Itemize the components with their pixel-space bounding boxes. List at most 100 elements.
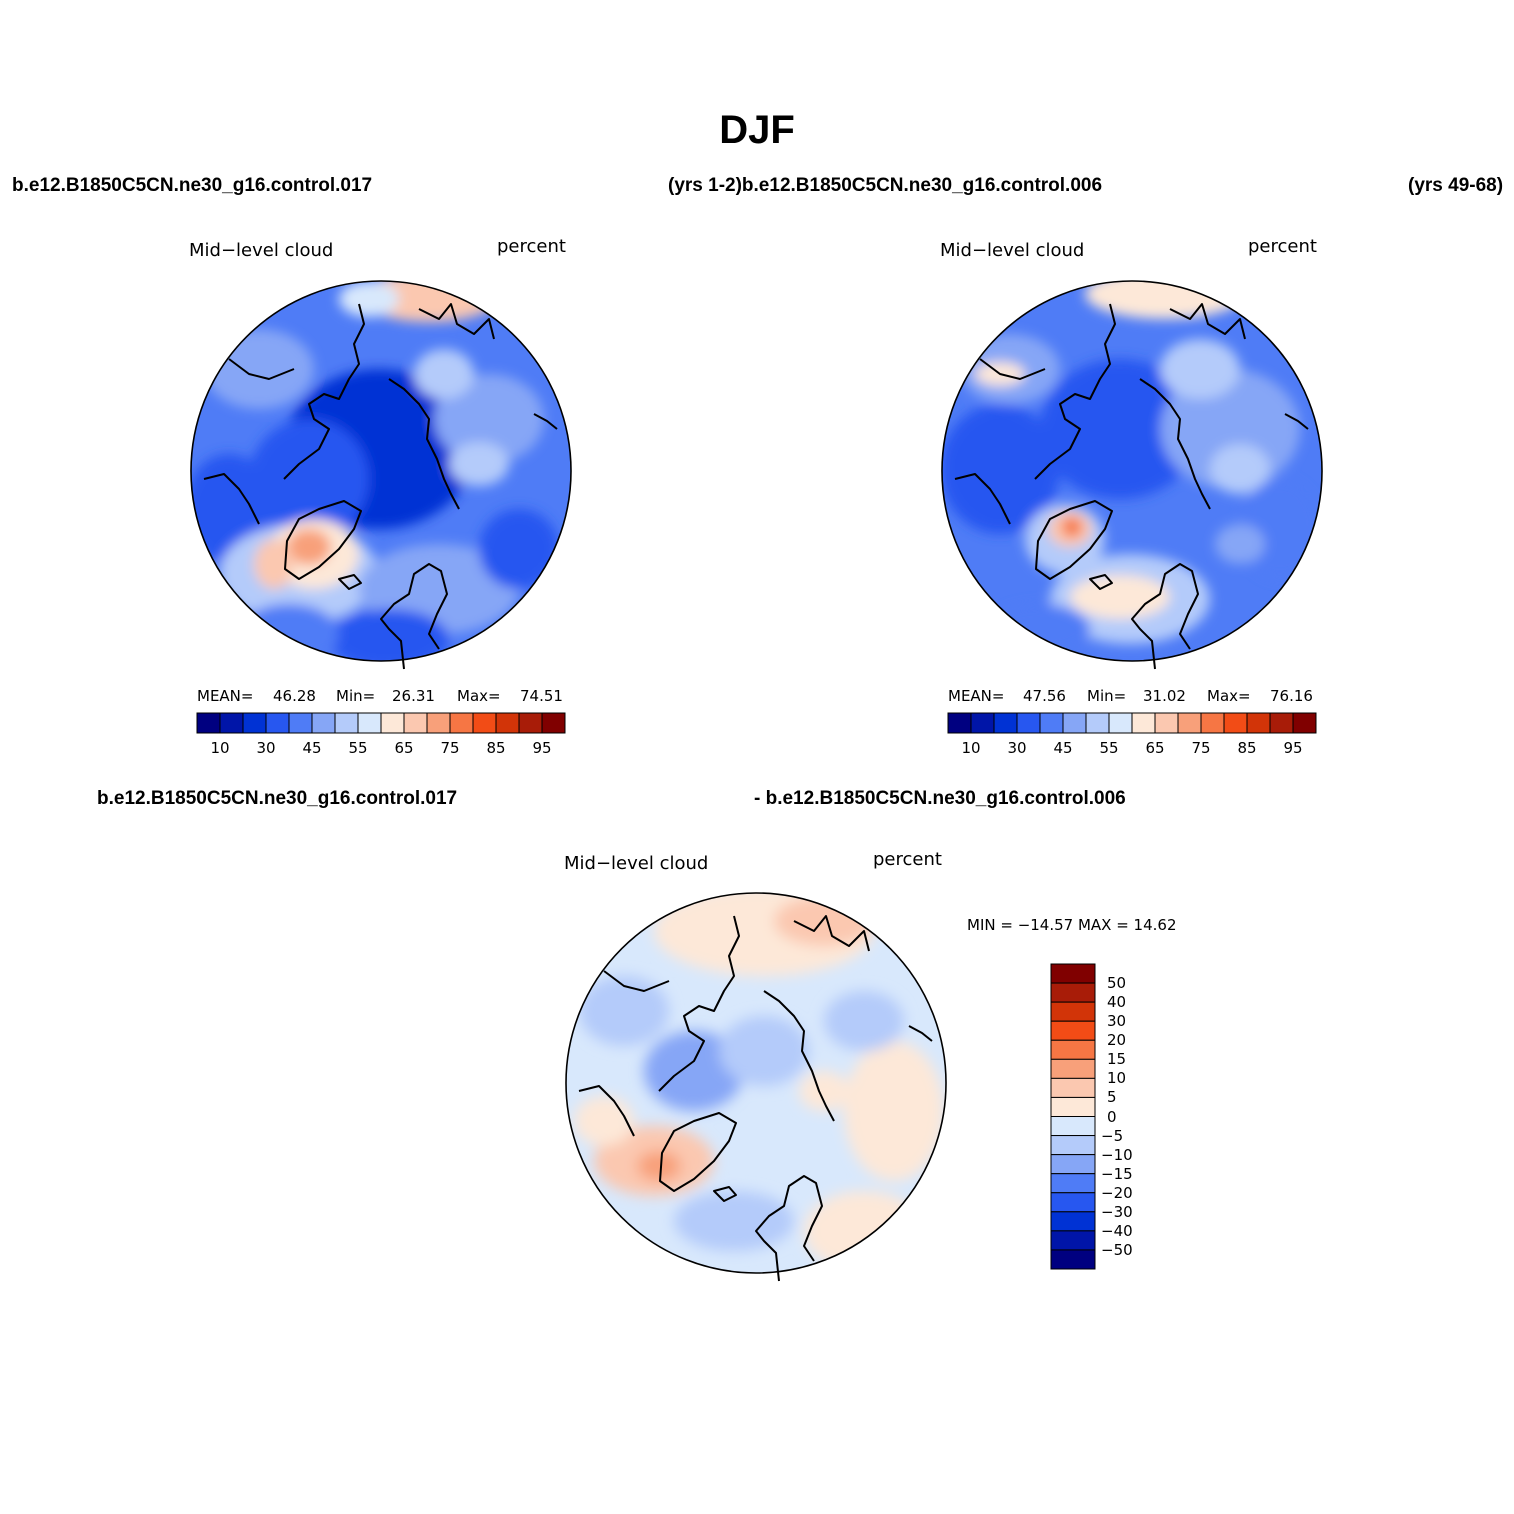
colorbar-swatch xyxy=(541,712,566,734)
panel2-min-label: Min= xyxy=(1087,687,1127,705)
colorbar-swatch xyxy=(380,712,405,734)
diff-colorbar-tick-label: −10 xyxy=(1101,1145,1133,1164)
colorbar-swatch xyxy=(242,712,267,734)
diff-colorbar-ticks: 50 40 30 20 15 10 5 0 −5 −10 −15 −20 −30 −40 −50 xyxy=(1101,964,1161,1269)
panel2-max-label: Max= xyxy=(1207,687,1251,705)
panel1-polar-map xyxy=(190,280,572,670)
panel2-colorbar xyxy=(947,712,1317,734)
diff-header-right: - b.e12.B1850C5CN.ne30_g16.control.006 xyxy=(754,788,1126,809)
colorbar-swatch xyxy=(265,712,290,734)
colorbar-swatch xyxy=(495,712,520,734)
colorbar-swatch xyxy=(1246,712,1271,734)
diff-colorbar-swatch xyxy=(1050,963,1096,984)
colorbar-tick-label: 75 xyxy=(440,739,460,757)
colorbar-swatch xyxy=(403,712,428,734)
colorbar-swatch xyxy=(970,712,995,734)
colorbar-swatch xyxy=(993,712,1018,734)
diff-colorbar-tick-label: −40 xyxy=(1101,1221,1133,1240)
colorbar-swatch xyxy=(219,712,244,734)
colorbar-swatch xyxy=(1200,712,1225,734)
colorbar-tick-label: 85 xyxy=(1237,739,1257,757)
diff-colorbar-swatch xyxy=(1050,1230,1096,1251)
colorbar-swatch xyxy=(472,712,497,734)
case-header-mid: (yrs 1-2)b.e12.B1850C5CN.ne30_g16.contro… xyxy=(668,175,1103,196)
diff-colorbar-swatch xyxy=(1050,1192,1096,1213)
diff-colorbar-swatch xyxy=(1050,1154,1096,1175)
colorbar-swatch xyxy=(196,712,221,734)
panel2-variable-label: Mid−level cloud xyxy=(940,240,1085,261)
panel1-coastlines xyxy=(203,303,558,670)
diff-colorbar-swatch xyxy=(1050,1116,1096,1137)
colorbar-swatch xyxy=(1269,712,1294,734)
case-header-left: b.e12.B1850C5CN.ne30_g16.control.017 xyxy=(12,175,373,196)
diff-colorbar-swatch xyxy=(1050,1211,1096,1232)
colorbar-tick-label: 30 xyxy=(256,739,276,757)
panel2-max-value: 76.16 xyxy=(1270,687,1313,705)
diff-colorbar-swatch xyxy=(1050,1058,1096,1079)
colorbar-tick-label: 55 xyxy=(1099,739,1119,757)
diff-colorbar-tick-label: −50 xyxy=(1101,1240,1133,1259)
panel1-colorbar-ticks: 10 30 45 55 65 75 85 95 xyxy=(197,739,565,759)
colorbar-tick-label: 45 xyxy=(302,739,322,757)
diff-header-left: b.e12.B1850C5CN.ne30_g16.control.017 xyxy=(97,788,458,809)
panel1-cloud-field xyxy=(191,281,571,661)
diff-colorbar-swatch xyxy=(1050,1173,1096,1194)
colorbar-tick-label: 30 xyxy=(1007,739,1027,757)
colorbar-tick-label: 45 xyxy=(1053,739,1073,757)
diff-colorbar-tick-label: 10 xyxy=(1107,1069,1127,1088)
colorbar-swatch xyxy=(1085,712,1110,734)
colorbar-swatch xyxy=(1039,712,1064,734)
panel2-colorbar-ticks: 10 30 45 55 65 75 85 95 xyxy=(948,739,1316,759)
colorbar-swatch xyxy=(1131,712,1156,734)
panel1-mean-label: MEAN= xyxy=(197,687,254,705)
diff-minmax-label: MIN = −14.57 MAX = 14.62 xyxy=(967,916,1177,934)
diff-colorbar xyxy=(1050,963,1096,1270)
colorbar-swatch xyxy=(1292,712,1317,734)
colorbar-swatch xyxy=(449,712,474,734)
colorbar-tick-label: 10 xyxy=(210,739,230,757)
diff-colorbar-swatch xyxy=(1050,1096,1096,1117)
panel1-units-label: percent xyxy=(497,236,566,257)
diff-colorbar-tick-label: 50 xyxy=(1107,974,1127,993)
panel2-mean-value: 47.56 xyxy=(1023,687,1066,705)
colorbar-swatch xyxy=(1177,712,1202,734)
diff-colorbar-tick-label: −20 xyxy=(1101,1183,1133,1202)
diff-colorbar-tick-label: 0 xyxy=(1107,1107,1117,1126)
panel2-mean-label: MEAN= xyxy=(948,687,1005,705)
case-header-right: (yrs 49-68) xyxy=(1408,175,1504,196)
diff-colorbar-swatch xyxy=(1050,1020,1096,1041)
panel2-units-label: percent xyxy=(1248,236,1317,257)
diff-colorbar-tick-label: 20 xyxy=(1107,1031,1127,1050)
colorbar-tick-label: 65 xyxy=(1145,739,1165,757)
diff-colorbar-tick-label: 40 xyxy=(1107,993,1127,1012)
colorbar-tick-label: 75 xyxy=(1191,739,1211,757)
colorbar-tick-label: 10 xyxy=(961,739,981,757)
figure-title: DJF xyxy=(719,108,795,152)
diff-colorbar-tick-label: 15 xyxy=(1107,1050,1127,1069)
panel2-coastlines xyxy=(954,303,1309,670)
diff-colorbar-tick-label: −15 xyxy=(1101,1164,1133,1183)
colorbar-swatch xyxy=(311,712,336,734)
colorbar-swatch xyxy=(1154,712,1179,734)
colorbar-tick-label: 95 xyxy=(1283,739,1303,757)
colorbar-swatch xyxy=(1223,712,1248,734)
colorbar-swatch xyxy=(1062,712,1087,734)
panel2-min-value: 31.02 xyxy=(1143,687,1186,705)
colorbar-tick-label: 55 xyxy=(348,739,368,757)
diff-colorbar-swatch xyxy=(1050,1039,1096,1060)
diff-colorbar-swatch xyxy=(1050,1249,1096,1270)
colorbar-tick-label: 85 xyxy=(486,739,506,757)
colorbar-swatch xyxy=(947,712,972,734)
panel1-max-label: Max= xyxy=(457,687,501,705)
panel1-max-value: 74.51 xyxy=(520,687,563,705)
colorbar-swatch xyxy=(288,712,313,734)
diff-colorbar-tick-label: −30 xyxy=(1101,1202,1133,1221)
diff-colorbar-swatch xyxy=(1050,1077,1096,1098)
panel1-mean-value: 46.28 xyxy=(273,687,316,705)
panel2-cloud-field xyxy=(942,281,1322,661)
diff-colorbar-tick-label: −5 xyxy=(1101,1126,1124,1145)
colorbar-swatch xyxy=(334,712,359,734)
colorbar-swatch xyxy=(518,712,543,734)
panel1-min-value: 26.31 xyxy=(392,687,435,705)
diff-colorbar-swatch xyxy=(1050,1001,1096,1022)
